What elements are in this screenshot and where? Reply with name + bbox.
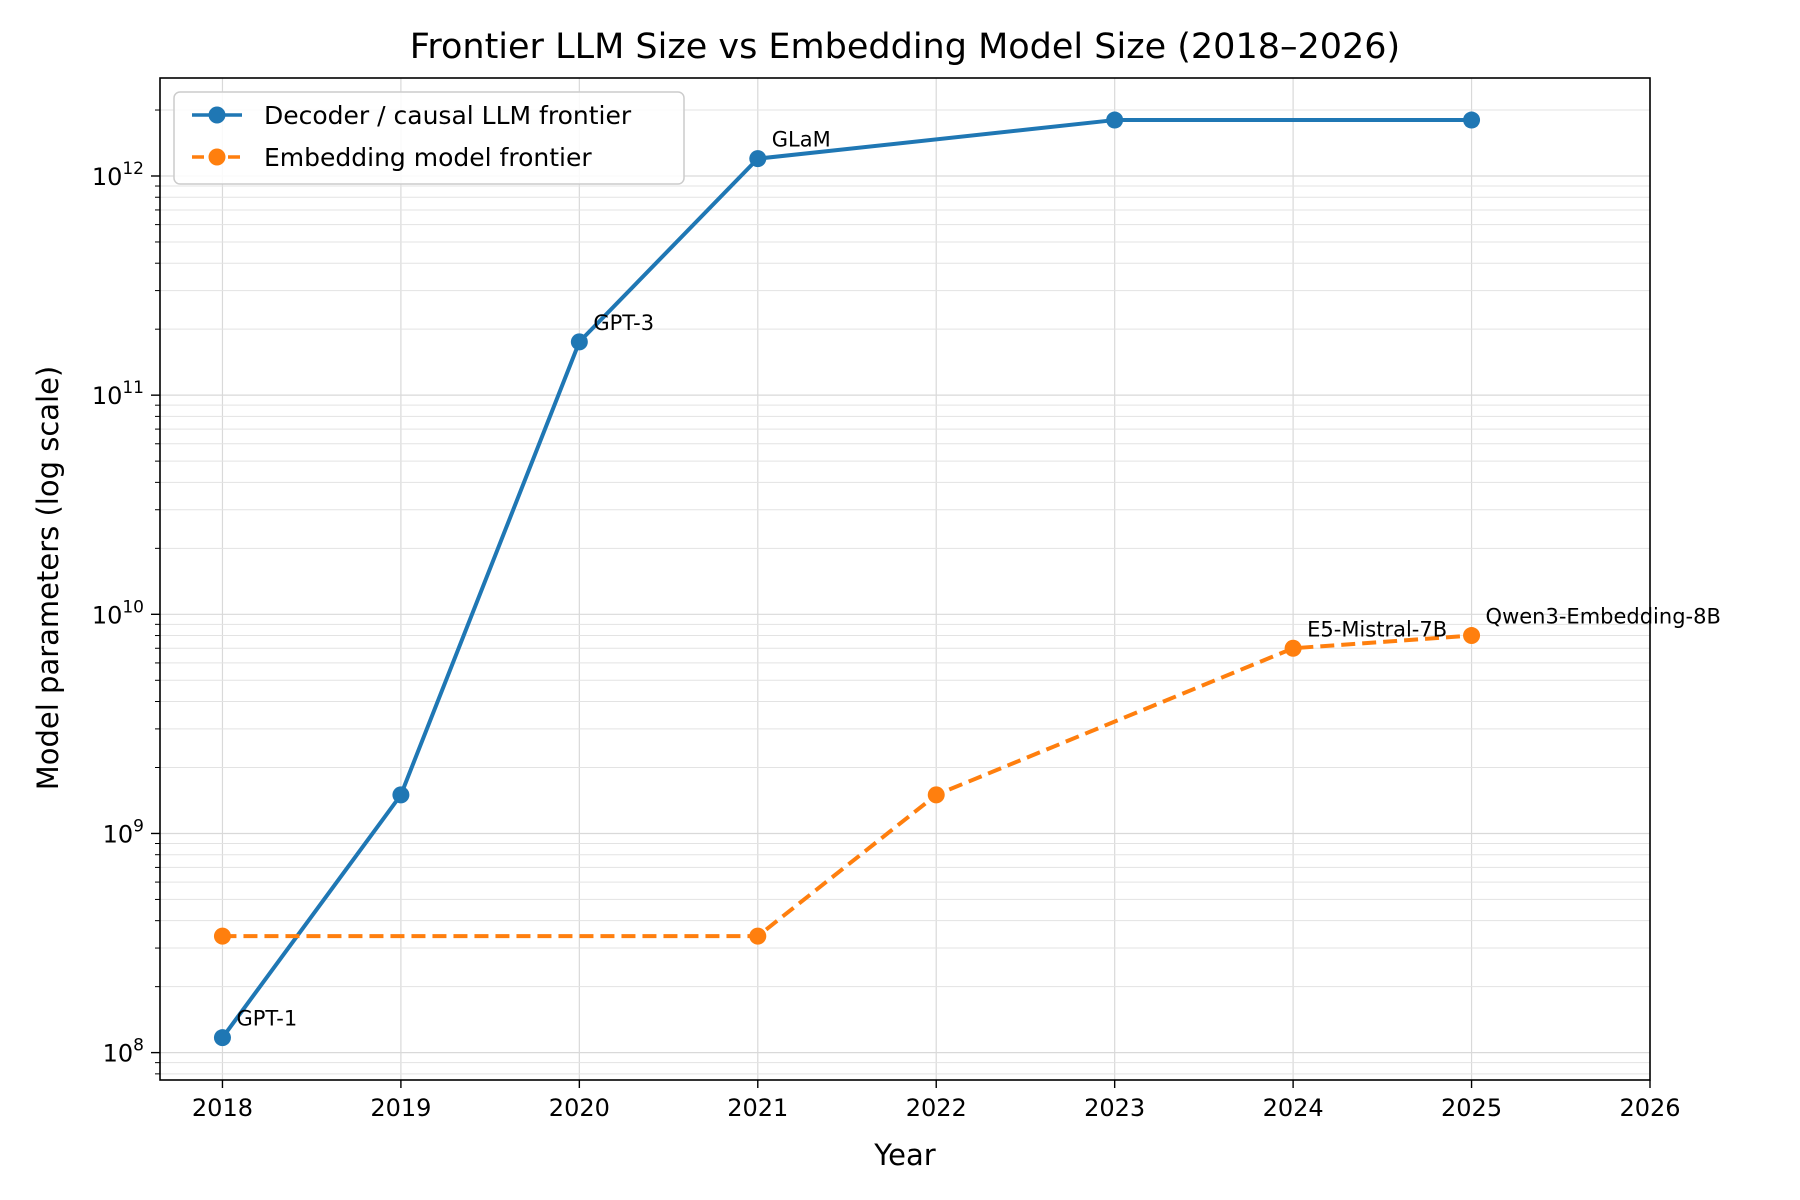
data-point-embedding <box>1284 639 1302 657</box>
data-point-embedding <box>213 927 231 945</box>
y-tick-label: 1010 <box>92 597 144 629</box>
x-axis-label: Year <box>873 1138 935 1172</box>
data-point-decoder <box>392 786 410 804</box>
annotation-label: Qwen3-Embedding-8B <box>1486 605 1721 629</box>
y-tick-label: 108 <box>103 1036 144 1068</box>
annotation-label: GPT-1 <box>236 1007 297 1031</box>
legend-marker-embedding <box>208 148 226 166</box>
axes: 2018 2019 2020 2021 2022 2023 2024 2025 2026 108 1… <box>92 109 1681 1122</box>
chart-title: Frontier LLM Size vs Embedding Model Siz… <box>410 27 1400 67</box>
x-tick-label: 2020 <box>549 1094 610 1122</box>
annotation-label: GLaM <box>772 128 831 152</box>
plot-frame <box>159 77 1651 1081</box>
legend-label-embedding: Embedding model frontier <box>264 143 592 172</box>
x-tick-label: 2025 <box>1441 1094 1502 1122</box>
data-point-decoder <box>1106 111 1124 129</box>
legend-box <box>173 91 685 185</box>
data-point-decoder <box>570 333 588 351</box>
series-line-decoder <box>220 118 1472 1039</box>
points-layer <box>213 111 1481 1047</box>
data-point-embedding <box>749 927 767 945</box>
x-tick-label: 2018 <box>192 1094 253 1122</box>
data-point-decoder <box>1463 111 1481 129</box>
y-tick-label: 1012 <box>92 159 144 191</box>
x-tick-label: 2023 <box>1084 1094 1145 1122</box>
data-point-decoder <box>213 1029 231 1047</box>
legend: Decoder / causal LLM frontier Embedding … <box>173 91 685 185</box>
x-tick-label: 2024 <box>1263 1094 1324 1122</box>
legend-marker-decoder <box>208 106 226 124</box>
data-point-embedding <box>927 786 945 804</box>
annotations: GPT-1 GPT-3 GLaM E5-Mistral-7B Qwen3-Embeddi… <box>236 128 1720 1031</box>
legend-label-decoder: Decoder / causal LLM frontier <box>264 101 632 130</box>
x-tick-label: 2019 <box>370 1094 431 1122</box>
y-tick-label: 109 <box>103 816 144 848</box>
data-point-embedding <box>1463 627 1481 645</box>
data-point-decoder <box>749 150 767 168</box>
x-tick-label: 2022 <box>906 1094 967 1122</box>
annotation-label: E5-Mistral-7B <box>1307 617 1447 641</box>
y-axis-label: Model parameters (log scale) <box>31 366 65 791</box>
x-tick-label: 2021 <box>727 1094 788 1122</box>
x-tick-label: 2026 <box>1619 1094 1680 1122</box>
y-tick-label: 1011 <box>92 378 144 410</box>
annotation-label: GPT-3 <box>593 311 654 335</box>
